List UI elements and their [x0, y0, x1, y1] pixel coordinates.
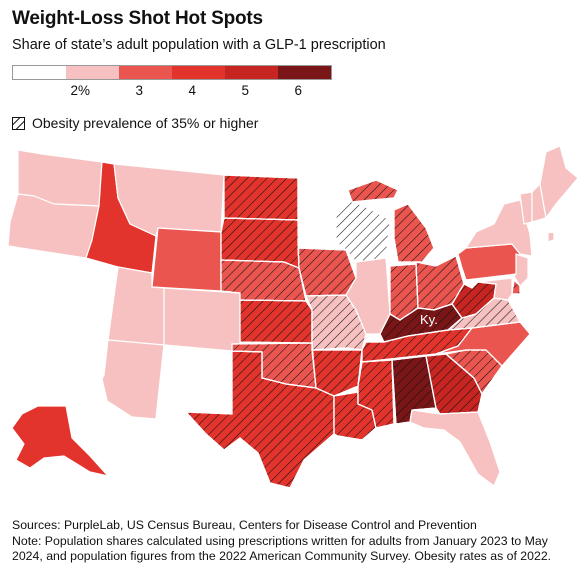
state-NJ: [513, 253, 529, 287]
legend-ticks: 2% 3 4 5 6: [12, 83, 332, 99]
state-ME: [539, 145, 579, 219]
state-AK: [11, 405, 109, 477]
legend-tick-6: 6: [294, 83, 302, 98]
hatch-legend: Obesity prevalence of 35% or higher: [12, 115, 258, 131]
state-IA: [297, 247, 357, 297]
chart-footer: Sources: PurpleLab, US Census Bureau, Ce…: [12, 518, 580, 565]
state-MA: [527, 219, 563, 235]
legend-swatch-2: [119, 66, 172, 79]
chart-title: Weight-Loss Shot Hot Spots: [12, 8, 263, 29]
state-AZ: [97, 339, 165, 420]
state-NM: [155, 344, 233, 420]
legend-swatch-5: [278, 66, 331, 79]
map-label-kentucky: Ky.: [420, 312, 438, 327]
state-PA: [457, 243, 521, 281]
legend-tick-5: 5: [241, 83, 249, 98]
state-RI: [547, 231, 555, 243]
state-HI: [119, 447, 131, 459]
legend-swatch-4: [225, 66, 278, 79]
legend-swatch-3: [172, 66, 225, 79]
hatch-legend-label: Obesity prevalence of 35% or higher: [32, 115, 259, 131]
state-HI-3: [151, 463, 171, 485]
state-AR: [311, 349, 363, 397]
state-MI-lower: [393, 203, 435, 263]
state-CT: [529, 231, 549, 249]
state-KS: [239, 299, 313, 344]
legend-tick-3: 3: [135, 83, 143, 98]
state-CO: [163, 287, 241, 353]
legend-tick-4: 4: [188, 83, 196, 98]
chart-subtitle: Share of state’s adult population with a…: [12, 37, 386, 53]
legend-tick-2: 2%: [70, 83, 90, 98]
state-WY: [151, 227, 222, 292]
legend-swatch-0: [13, 66, 66, 79]
state-FL: [409, 409, 501, 487]
legend-swatch-1: [66, 66, 119, 79]
footer-sources: Sources: PurpleLab, US Census Bureau, Ce…: [12, 518, 477, 532]
state-ND: [223, 174, 299, 221]
hatch-legend-icon: [12, 116, 25, 130]
color-legend: [12, 65, 332, 80]
state-HI-2: [135, 455, 149, 467]
footer-note: Note: Population shares calculated using…: [12, 533, 552, 564]
us-map: Ky.: [7, 145, 579, 489]
